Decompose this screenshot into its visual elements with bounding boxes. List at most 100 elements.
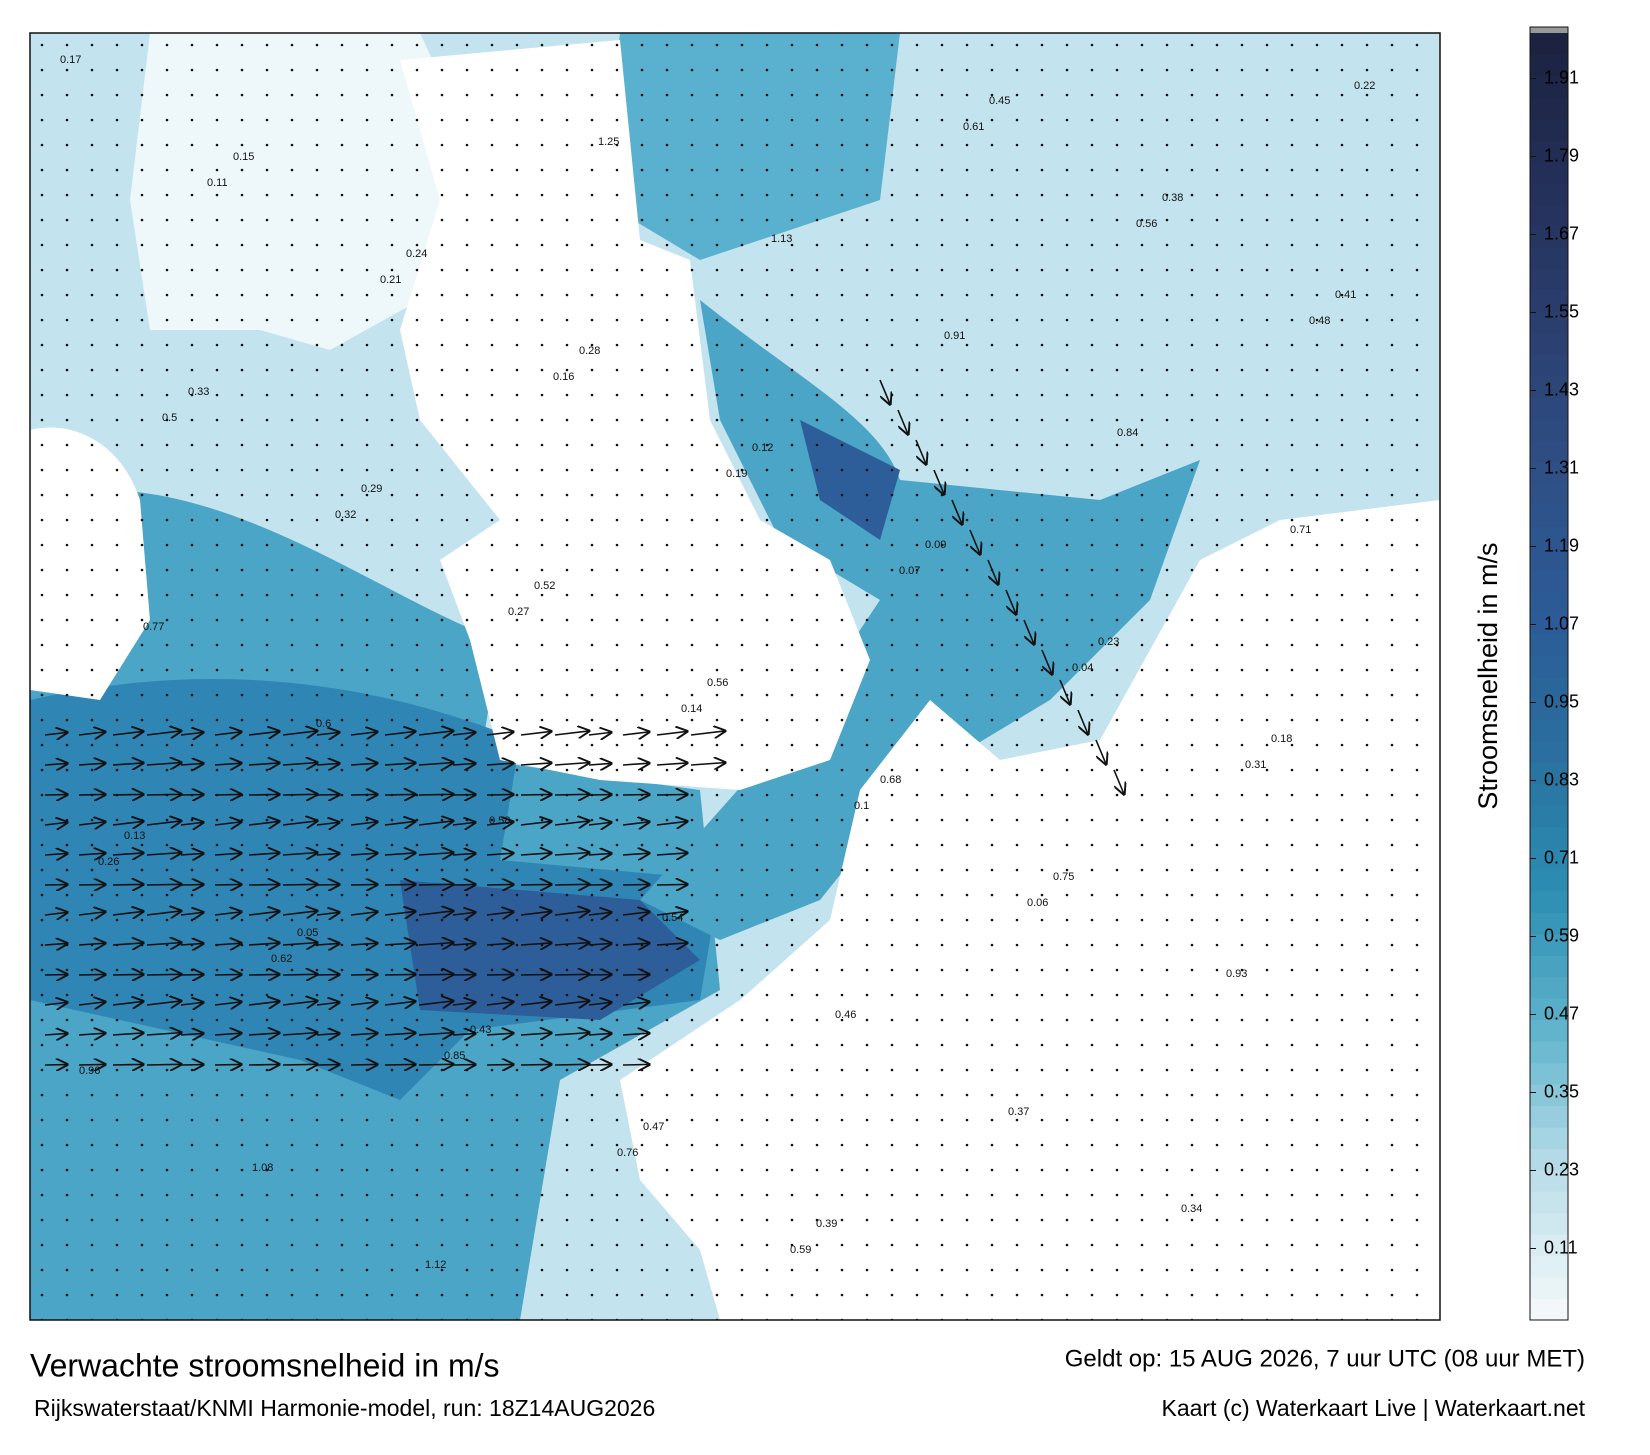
speed-label: 1.13 (771, 233, 792, 245)
colorbar-band (1530, 1277, 1568, 1299)
flow-arrow (419, 974, 453, 975)
flow-arrow (623, 1064, 649, 1065)
flow-arrow (419, 884, 453, 885)
title: Verwachte stroomsnelheid in m/s (30, 1347, 500, 1383)
colorbar: 0.110.230.350.470.590.710.830.951.071.19… (1530, 27, 1579, 1321)
speed-label: 0.34 (1181, 1203, 1202, 1215)
speed-label: 0.54 (662, 912, 683, 924)
colorbar-band (1530, 634, 1568, 656)
flow-arrow (385, 974, 415, 975)
flow-arrow (113, 1064, 143, 1065)
colorbar-tick-label: 0.95 (1544, 691, 1579, 711)
colorbar-tick-label: 1.91 (1544, 67, 1579, 87)
speed-label: 0.47 (643, 1121, 664, 1133)
credit: Kaart (c) Waterkaart Live | Waterkaart.n… (1161, 1395, 1585, 1421)
colorbar-band (1530, 1106, 1568, 1128)
flow-arrow (521, 794, 551, 795)
flow-arrow (249, 884, 279, 885)
speed-label: 0.85 (444, 1050, 465, 1062)
colorbar-band (1530, 1041, 1568, 1063)
speed-label: 0.18 (1271, 733, 1292, 745)
colorbar-tick-label: 1.07 (1544, 613, 1579, 633)
flow-arrow (623, 884, 649, 885)
colorbar-band (1530, 1127, 1568, 1149)
colorbar-band (1530, 483, 1568, 505)
speed-label: 0.33 (188, 386, 209, 398)
speed-label: 0.32 (335, 509, 356, 521)
speed-label: 0.17 (60, 54, 81, 66)
colorbar-band (1530, 591, 1568, 613)
colorbar-band (1530, 955, 1568, 977)
flow-arrow (113, 974, 143, 975)
flow-arrow (419, 1064, 453, 1065)
speed-label: 0.84 (1117, 427, 1138, 439)
speed-label: 0.11 (207, 177, 228, 189)
flow-arrow (113, 884, 143, 885)
flow-arrow (249, 794, 279, 795)
speed-label: 0.1 (854, 800, 869, 812)
map: 0.170.150.240.280.120.090.230.180.130.05… (30, 33, 1440, 1320)
speed-label: 1.08 (252, 1162, 273, 1174)
flow-arrow (487, 794, 513, 795)
speed-label: 0.31 (1245, 759, 1266, 771)
speed-label: 0.59 (790, 1244, 811, 1256)
flow-arrow (555, 794, 589, 795)
flow-arrow (79, 794, 105, 795)
flow-arrow (555, 884, 589, 885)
colorbar-tick-label: 0.59 (1544, 925, 1579, 945)
flow-arrow (657, 884, 687, 885)
flow-arrow (113, 794, 143, 795)
flow-arrow (147, 974, 181, 975)
speed-label: 0.58 (489, 815, 510, 827)
flow-arrow (351, 794, 377, 795)
colorbar-band (1530, 505, 1568, 527)
speed-label: 0.14 (681, 703, 702, 715)
colorbar-band (1530, 891, 1568, 913)
speed-label: 0.06 (1027, 897, 1048, 909)
flow-arrow (521, 1064, 551, 1065)
speed-label: 0.16 (553, 371, 574, 383)
colorbar-band (1530, 269, 1568, 291)
speed-label: 0.04 (1072, 662, 1093, 674)
speed-label: 0.68 (880, 774, 901, 786)
colorbar-band (1530, 355, 1568, 377)
colorbar-band (1530, 741, 1568, 763)
colorbar-band (1530, 569, 1568, 591)
speed-label: 0.61 (963, 121, 984, 133)
colorbar-band (1530, 97, 1568, 119)
colorbar-band (1530, 1256, 1568, 1278)
flow-arrow (521, 974, 551, 975)
colorbar-tick-label: 0.23 (1544, 1159, 1579, 1179)
speed-label: 0.52 (534, 580, 555, 592)
flow-arrow (419, 794, 453, 795)
colorbar-band (1530, 398, 1568, 420)
flow-arrow (215, 1064, 241, 1065)
colorbar-band (1530, 1299, 1568, 1321)
flow-arrow (385, 884, 415, 885)
speed-label: 0.26 (98, 856, 119, 868)
flow-arrow (215, 884, 241, 885)
speed-label: 0.24 (406, 248, 427, 260)
colorbar-tick-label: 1.19 (1544, 535, 1579, 555)
flow-arrow (385, 1064, 415, 1065)
speed-label: 0.77 (143, 621, 164, 633)
speed-label: 0.09 (925, 539, 946, 551)
flow-arrow (623, 974, 649, 975)
flow-arrow (249, 974, 279, 975)
flow-arrow (351, 884, 377, 885)
speed-label: 0.71 (1290, 524, 1311, 536)
flow-arrow (351, 1064, 377, 1065)
speed-label: 0.07 (899, 565, 920, 577)
flow-arrow (283, 884, 317, 885)
colorbar-band (1530, 119, 1568, 141)
colorbar-tick-label: 0.47 (1544, 1003, 1579, 1023)
flow-arrow (657, 794, 687, 795)
colorbar-band (1530, 870, 1568, 892)
speed-label: 0.46 (835, 1009, 856, 1021)
speed-label: 0.21 (380, 274, 401, 286)
colorbar-tick-label: 1.55 (1544, 301, 1579, 321)
speed-label: 0.28 (579, 345, 600, 357)
speed-label: 0.45 (989, 95, 1010, 107)
flow-arrow (555, 1064, 589, 1065)
